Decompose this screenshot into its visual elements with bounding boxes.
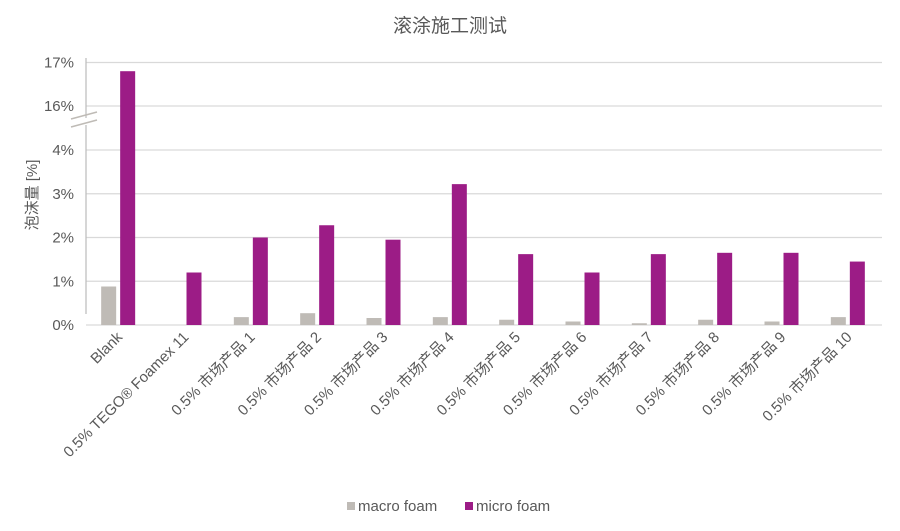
bar-micro-foam [186, 272, 202, 325]
bar-micro-foam [783, 252, 799, 325]
bar-micro-foam [717, 252, 733, 325]
bar-macro-foam [432, 317, 448, 325]
bar-micro-foam [584, 272, 600, 325]
y-tick-label: 4% [52, 142, 74, 159]
bar-micro-foam [451, 184, 467, 325]
bar-macro-foam [233, 317, 249, 325]
bar-macro-foam [565, 321, 581, 325]
bar-micro-foam [849, 261, 865, 325]
x-tick-label: Blank [87, 328, 126, 367]
bar-micro-foam [120, 71, 136, 325]
axis-break-mark [70, 111, 98, 120]
legend-swatch [347, 502, 355, 510]
bar-macro-foam [499, 319, 515, 325]
y-tick-label: 2% [52, 230, 74, 247]
y-tick-label: 3% [52, 186, 74, 203]
bar-micro-foam [385, 239, 401, 325]
bar-macro-foam [101, 286, 117, 325]
y-tick-label: 0% [52, 317, 74, 334]
y-tick-label: 1% [52, 273, 74, 290]
bar-micro-foam [650, 254, 666, 325]
x-tick-label: 0.5% TEGO® Foamex 11 [60, 329, 192, 461]
bar-macro-foam [764, 321, 780, 325]
bar-micro-foam [518, 254, 534, 325]
bar-macro-foam [698, 319, 714, 325]
y-axis-label: 泡沫量 [%] [24, 160, 41, 231]
chart-title: 滚涂施工测试 [393, 15, 507, 37]
bar-micro-foam [319, 225, 335, 325]
bar-macro-foam [366, 318, 382, 325]
legend-label: macro foam [358, 498, 437, 515]
bar-macro-foam [300, 313, 316, 325]
axis-break-mark [70, 119, 98, 128]
legend-label: micro foam [476, 498, 550, 515]
y-tick-label: 16% [44, 98, 74, 115]
bar-macro-foam [830, 317, 846, 325]
bar-micro-foam [252, 237, 268, 325]
y-tick-label: 17% [44, 55, 74, 72]
legend-swatch [465, 502, 473, 510]
bar-macro-foam [631, 323, 647, 325]
